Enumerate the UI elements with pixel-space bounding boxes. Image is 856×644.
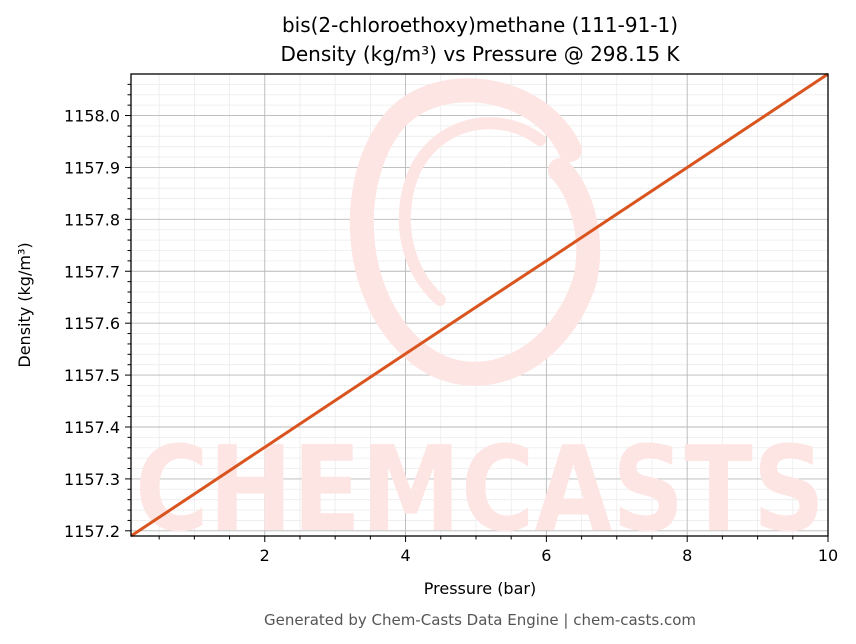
y-tick-label: 1157.5 [64,366,120,385]
series-layer [130,72,829,538]
y-tick-label: 1158.0 [64,107,120,126]
x-axis-label: Pressure (bar) [424,579,536,598]
x-tick-label: 8 [682,546,692,565]
chart-subtitle: Density (kg/m³) vs Pressure @ 298.15 K [280,42,680,66]
y-tick-label: 1157.7 [64,262,120,281]
y-tick-label: 1157.2 [64,522,120,541]
x-tick-label: 2 [260,546,270,565]
series-line-0 [130,72,829,538]
chemcasts-watermark: CHEMCASTS [135,78,825,558]
watermark-swirl-logo [349,78,601,386]
axes-frame [130,73,829,537]
footer-credit: Generated by Chem-Casts Data Engine | ch… [264,611,696,629]
y-tick-label: 1157.4 [64,418,120,437]
chart-title: bis(2-chloroethoxy)methane (111-91-1) [282,13,678,37]
axes [130,73,829,537]
x-tick-label: 10 [818,546,838,565]
x-tick-label: 6 [541,546,551,565]
y-tick-label: 1157.8 [64,210,120,229]
y-tick-label: 1157.3 [64,470,120,489]
plot-area: CHEMCASTS [130,72,829,558]
watermark-swirl-inner [398,117,546,306]
y-tick-label: 1157.6 [64,314,120,333]
x-tick-label: 4 [400,546,410,565]
watermark-text: CHEMCASTS [135,420,825,558]
y-axis-ticks: 1157.2 1157.3 1157.4 1157.5 1157.6 1157.7 1157… [64,83,131,541]
y-axis-label: Density (kg/m³) [15,242,34,367]
grid-major [131,74,829,536]
y-tick-label: 1157.9 [64,158,120,177]
x-axis-ticks: 2 4 6 8 10 [158,536,838,565]
